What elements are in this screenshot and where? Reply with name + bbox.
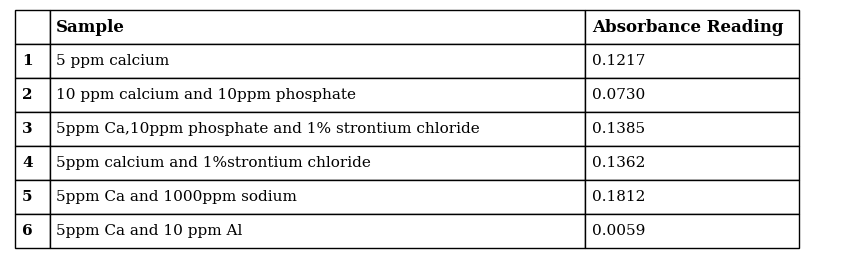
Bar (49, 180, 585, 214)
Text: 3: 3 (22, 122, 33, 136)
Bar (15, 180, 49, 214)
Bar (585, 78, 799, 112)
Text: 0.1217: 0.1217 (592, 54, 645, 68)
Bar (585, 44, 799, 78)
Text: 5 ppm calcium: 5 ppm calcium (56, 54, 169, 68)
Bar (15, 10, 49, 44)
Text: 2: 2 (22, 88, 32, 102)
Text: 0.1812: 0.1812 (592, 190, 645, 204)
Text: 10 ppm calcium and 10ppm phosphate: 10 ppm calcium and 10ppm phosphate (56, 88, 357, 102)
Bar (49, 146, 585, 180)
Bar (49, 44, 585, 78)
Bar (15, 44, 49, 78)
Text: 0.0059: 0.0059 (592, 224, 645, 238)
Bar (585, 214, 799, 248)
Text: 5: 5 (22, 190, 32, 204)
Bar (15, 214, 49, 248)
Text: Sample: Sample (56, 19, 125, 36)
Text: 5ppm Ca,10ppm phosphate and 1% strontium chloride: 5ppm Ca,10ppm phosphate and 1% strontium… (56, 122, 480, 136)
Bar (49, 10, 585, 44)
Text: 4: 4 (22, 156, 33, 170)
Bar (49, 78, 585, 112)
Text: 6: 6 (22, 224, 33, 238)
Bar (49, 214, 585, 248)
Text: 5ppm Ca and 1000ppm sodium: 5ppm Ca and 1000ppm sodium (56, 190, 297, 204)
Text: 1: 1 (22, 54, 33, 68)
Bar (49, 112, 585, 146)
Text: 0.0730: 0.0730 (592, 88, 645, 102)
Text: 0.1362: 0.1362 (592, 156, 645, 170)
Bar (585, 112, 799, 146)
Bar (585, 180, 799, 214)
Text: 5ppm calcium and 1%strontium chloride: 5ppm calcium and 1%strontium chloride (56, 156, 371, 170)
Text: 5ppm Ca and 10 ppm Al: 5ppm Ca and 10 ppm Al (56, 224, 243, 238)
Bar (585, 10, 799, 44)
Bar (15, 146, 49, 180)
Bar (15, 112, 49, 146)
Text: 0.1385: 0.1385 (592, 122, 645, 136)
Bar (585, 146, 799, 180)
Text: Absorbance Reading: Absorbance Reading (592, 19, 783, 36)
Bar (15, 78, 49, 112)
